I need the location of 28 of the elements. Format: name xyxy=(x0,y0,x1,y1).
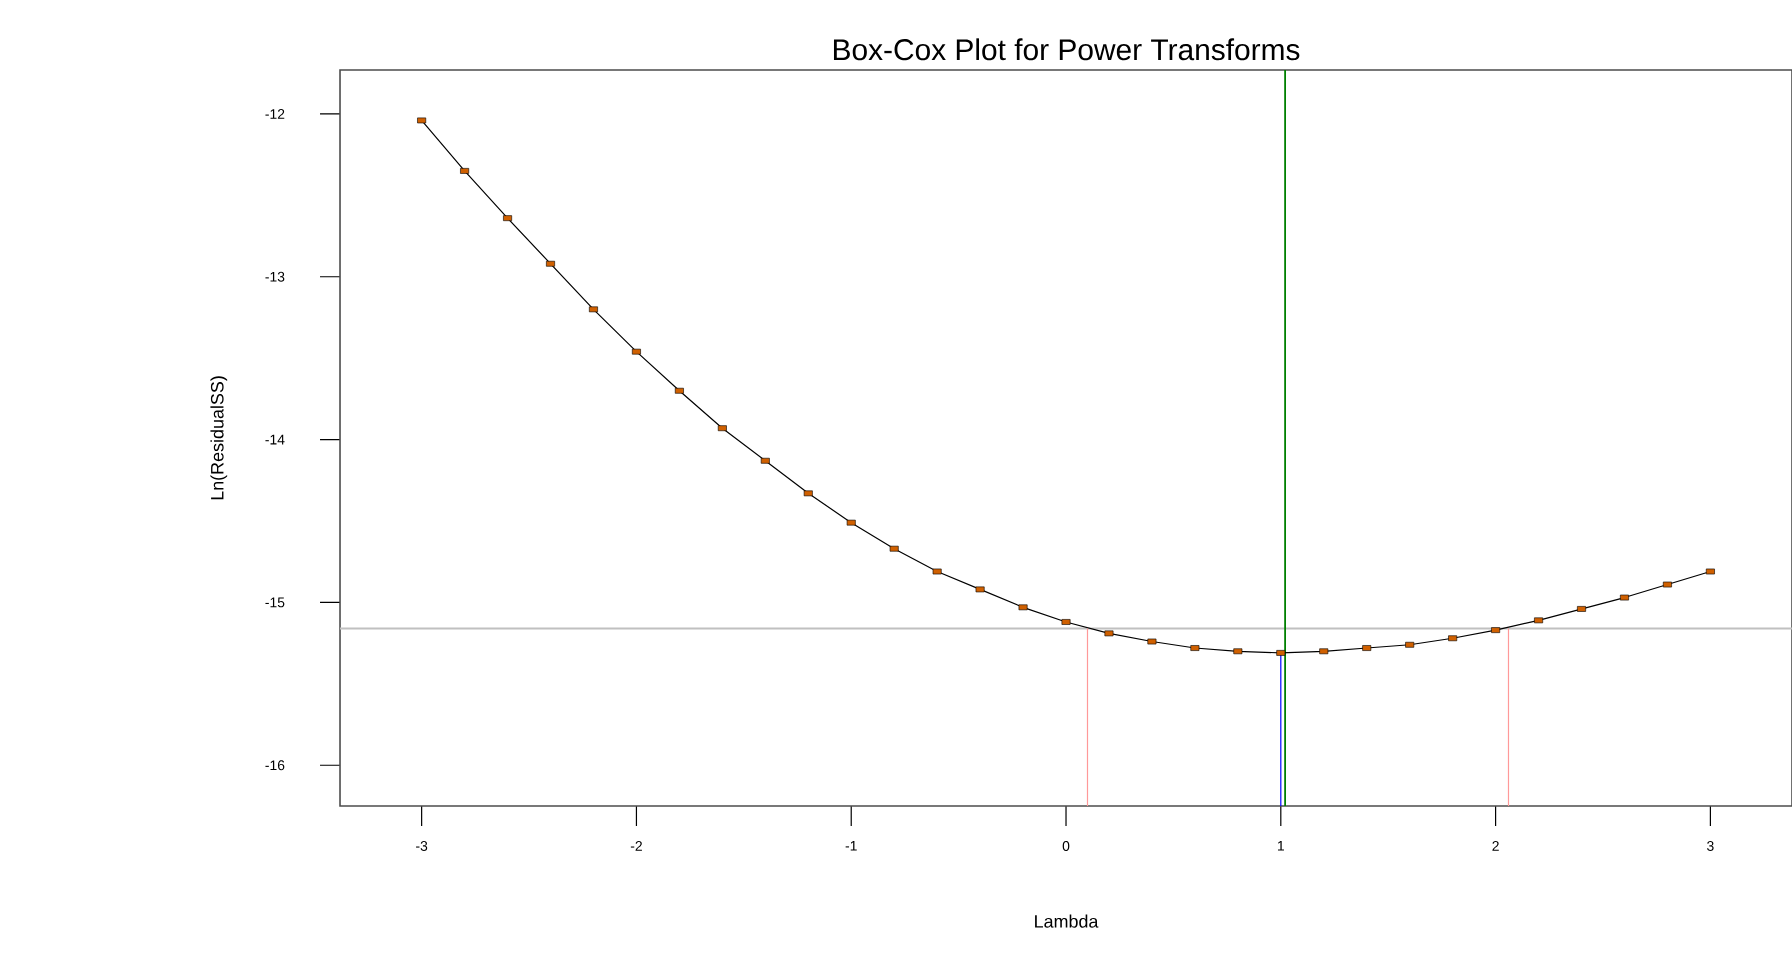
point xyxy=(717,425,727,432)
point xyxy=(1662,581,1672,588)
point xyxy=(1448,635,1458,642)
point xyxy=(546,260,555,267)
point xyxy=(1405,641,1415,648)
point xyxy=(503,215,512,221)
point xyxy=(1620,594,1629,601)
point xyxy=(803,490,813,497)
point xyxy=(846,519,856,526)
y-axis-title: Ln(ResidualSS) xyxy=(210,376,228,500)
point xyxy=(417,117,427,124)
point xyxy=(674,387,684,394)
point xyxy=(1233,648,1243,655)
point xyxy=(975,586,985,593)
point xyxy=(1319,648,1329,655)
point xyxy=(1705,568,1715,575)
point xyxy=(760,457,770,464)
point xyxy=(1018,604,1028,611)
point xyxy=(1577,606,1586,612)
point xyxy=(1534,617,1544,624)
point xyxy=(1104,630,1114,637)
point xyxy=(1147,638,1157,645)
x-axis-title: Lambda xyxy=(1035,914,1099,928)
point xyxy=(889,545,899,552)
point xyxy=(631,348,641,355)
point xyxy=(932,568,942,575)
chart-title: Box-Cox Plot for Power Transforms xyxy=(833,38,1300,61)
point xyxy=(589,306,598,313)
